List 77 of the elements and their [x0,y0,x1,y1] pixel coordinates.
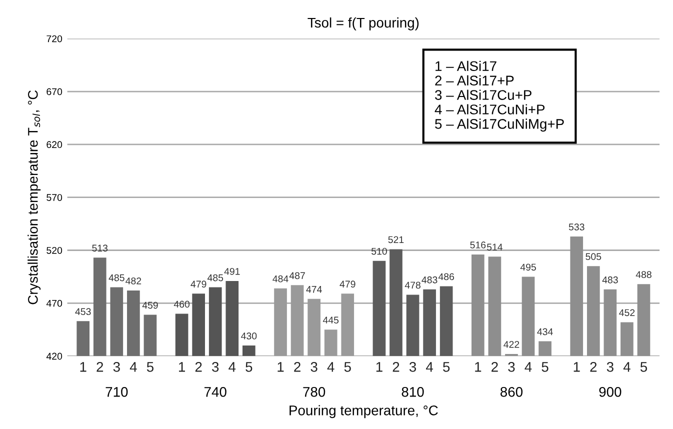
data-label: 533 [568,224,584,230]
text: 4 [426,362,434,372]
series-label: 1 [80,362,86,372]
text: 1 [475,362,482,372]
text: 5 [344,362,351,372]
data-label: 453 [75,308,91,316]
y-tick-label: 470 [46,300,62,307]
y-tick-label: 720 [46,35,62,42]
text: 3 [409,362,416,372]
data-label: 474 [306,286,322,293]
data-label: 479 [190,280,206,288]
text: 3 [212,362,219,372]
x-tick-label: 740 [204,386,226,397]
y-tick-label: 570 [46,194,62,201]
text: 2 [590,362,597,372]
data-label: 485 [207,274,224,282]
data-label: 516 [470,242,486,248]
series-label: 2 [96,362,104,372]
text: 2 [195,362,202,372]
data-label: 482 [126,277,142,284]
text: 1 [178,362,185,372]
text: 4 [524,362,532,372]
data-label: 485 [108,274,124,282]
y-tick-label: 620 [46,141,62,148]
data-label: 434 [537,328,553,336]
data-label: 422 [504,340,520,348]
x-tick-label: 860 [500,386,523,397]
x-tick-label: 780 [303,386,326,397]
data-label: 483 [602,276,618,284]
data-label: 430 [241,332,257,340]
y-tick-label: 420 [46,352,62,360]
data-label: 484 [272,275,288,282]
text: 3 [508,362,515,372]
y-tick-label: 520 [46,246,62,254]
data-label: 513 [92,244,108,252]
data-label: 445 [322,316,339,324]
data-label: 510 [371,248,387,255]
x-tick-label: 900 [599,386,622,397]
text: 5 [542,362,548,372]
y-axis-title: Crystallisation temperature T$_{sol}$, °C [28,90,41,304]
x-tick-label: 710 [106,386,128,397]
y-tick-label: 670 [46,88,62,96]
data-label: 460 [174,300,190,308]
data-label: 521 [388,236,404,244]
text: 2 [392,362,400,372]
series-label: 4 [130,362,137,372]
data-label: 483 [422,276,438,284]
data-label: 487 [289,272,305,280]
data-label: 488 [636,271,652,278]
data-label: 478 [404,282,420,289]
data-label: 452 [619,309,635,316]
annotation: 1 – AlSi17 2 – AlSi17+P 3 – AlSi17Cu+P 4 – AlSi17CuNi+P 5 – AlSi17CuNiMg+P [434,60,564,132]
chart-subtitle: Tsol = f(T pouring) [308,17,419,30]
data-label: 459 [142,302,158,309]
text: 5 [443,362,450,372]
text: 2 [294,362,300,372]
data-label: 486 [438,273,454,280]
text: 1 [574,362,580,372]
data-label: 514 [486,244,503,251]
data-label: 491 [224,268,240,275]
x-axis-title: Pouring temperature, °C [290,405,438,418]
text: 5 [640,362,648,372]
text: 3 [310,362,318,372]
text: 4 [327,362,334,372]
text: 4 [623,362,630,372]
data-label: 505 [586,253,602,260]
text: 4 [228,362,236,372]
series-label: 3 [113,362,120,372]
text: 5 [246,362,252,372]
data-label: 495 [520,264,536,271]
text: 1 [278,362,284,372]
x-tick-label: 810 [402,386,424,397]
text: 1 [376,362,382,372]
text: 3 [606,362,614,372]
series-label: 5 [146,362,154,372]
text: 2 [492,362,498,372]
data-label: 479 [340,280,356,288]
